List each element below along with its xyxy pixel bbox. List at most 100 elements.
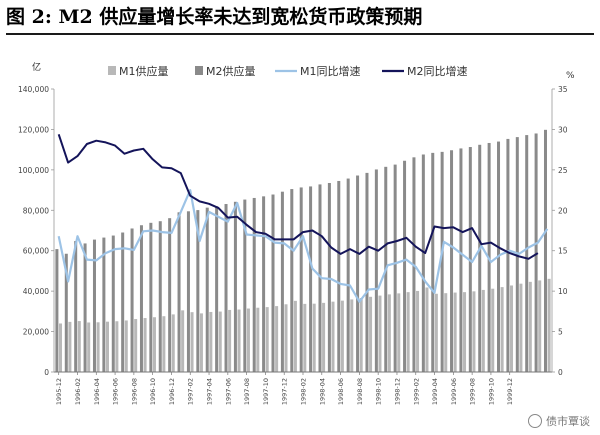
m1-bar xyxy=(237,309,241,372)
tick-labels-layer: 0 20,000 40,000 60,000 80,000 100,000 120,000 1… xyxy=(18,85,568,405)
x-tick-label: 1996-06 xyxy=(112,378,120,405)
x-tick-label: 1998-12 xyxy=(393,378,401,405)
m1-bar xyxy=(218,311,222,372)
right-tick-label: 35 xyxy=(558,85,568,94)
left-tick-label: 100,000 xyxy=(18,166,49,175)
m1-bar xyxy=(265,307,269,372)
left-tick-label: 0 xyxy=(44,368,49,377)
m1-bar xyxy=(425,287,429,372)
x-tick-label: 1995-12 xyxy=(55,378,63,405)
legend-swatch xyxy=(108,66,116,75)
x-tick-label: 1999-04 xyxy=(431,378,439,405)
m1-bar xyxy=(190,312,194,372)
x-tick-label: 1997-04 xyxy=(206,378,214,405)
legend-label: M2同比增速 xyxy=(407,64,468,78)
m1-bar xyxy=(387,294,391,372)
m2-bar xyxy=(168,218,172,372)
right-tick-label: 15 xyxy=(558,247,568,256)
x-tick-label: 1999-10 xyxy=(487,378,495,405)
m1-bar xyxy=(284,304,288,372)
x-tick-label: 1996-02 xyxy=(74,378,82,405)
m1-bar xyxy=(359,298,363,372)
m2-bar xyxy=(139,225,143,372)
m2-bar xyxy=(299,187,303,372)
m1-bar xyxy=(293,300,297,372)
m2-bar xyxy=(121,232,125,372)
x-tick-label: 1998-10 xyxy=(375,378,383,405)
m2-growth-line xyxy=(57,133,539,260)
m2-bar xyxy=(243,199,247,372)
x-tick-label: 1996-10 xyxy=(149,378,157,405)
m1-bar xyxy=(528,281,532,372)
m1-bar xyxy=(77,321,81,372)
m2-bar xyxy=(215,206,219,372)
m1-bar xyxy=(275,306,279,372)
m2-bar xyxy=(92,239,96,372)
m1-growth-line xyxy=(57,189,549,303)
right-tick-label: 0 xyxy=(558,368,563,377)
m1-bar xyxy=(350,299,354,372)
m2-bar xyxy=(205,207,209,372)
m1-bar xyxy=(87,322,91,372)
m1-bar xyxy=(378,295,382,372)
m2-bar xyxy=(327,182,331,372)
x-tick-label: 1998-08 xyxy=(356,378,364,405)
x-tick-label: 1996-12 xyxy=(168,378,176,405)
m2-bar xyxy=(158,221,162,372)
m2-bar xyxy=(130,228,134,372)
m2-bar xyxy=(177,212,181,372)
x-tick-label: 1997-10 xyxy=(262,378,270,405)
m1-bar xyxy=(547,278,551,372)
m1-bar xyxy=(472,291,476,372)
lines-layer xyxy=(57,133,549,303)
m2-bar xyxy=(346,178,350,372)
m1-bar xyxy=(143,318,147,372)
m2-bar xyxy=(478,144,482,372)
m2-bar xyxy=(149,222,153,372)
m1-bar xyxy=(369,296,373,372)
m1-bar xyxy=(416,290,420,372)
m2-bar xyxy=(196,210,200,372)
m1-bar xyxy=(68,321,72,372)
m1-bar xyxy=(463,292,467,372)
x-tick-label: 1998-06 xyxy=(337,378,345,405)
m2-bar xyxy=(374,169,378,372)
m1-bar xyxy=(152,317,156,372)
m2-bar xyxy=(421,154,425,372)
m2-bar xyxy=(450,150,454,372)
m2-bar xyxy=(431,152,435,372)
figure-title: 图 2: M2 供应量增长率未达到宽松货币政策预期 xyxy=(6,6,423,28)
m2-bar xyxy=(393,164,397,372)
title-divider xyxy=(6,33,594,35)
m2-bar xyxy=(515,137,519,372)
m2-bar xyxy=(506,138,510,372)
m1-bar xyxy=(519,283,523,372)
m2-bar xyxy=(318,184,322,372)
m1-bar xyxy=(491,288,495,372)
right-tick-label: 25 xyxy=(558,166,568,175)
bars-layer xyxy=(55,129,551,372)
legend-swatch xyxy=(195,66,203,75)
wechat-logo-icon xyxy=(528,414,542,428)
right-axis-unit: % xyxy=(566,71,575,81)
m1-bar xyxy=(105,321,109,372)
x-tick-label: 1996-04 xyxy=(93,378,101,405)
m2-bar xyxy=(271,194,275,372)
m2-bar xyxy=(403,160,407,372)
m1-bar xyxy=(246,308,250,372)
m1-bar xyxy=(453,292,457,372)
m1-bar xyxy=(228,309,232,372)
m1-bar xyxy=(481,289,485,372)
right-tick-label: 20 xyxy=(558,206,568,215)
m1-bar xyxy=(510,285,514,372)
m2-bar xyxy=(224,204,228,372)
m2-bar xyxy=(262,196,266,372)
watermark-text: 债市覃谈 xyxy=(546,415,590,428)
x-tick-label: 1999-08 xyxy=(469,378,477,405)
m2-bar xyxy=(102,237,106,372)
left-tick-label: 20,000 xyxy=(23,328,49,337)
x-tick-label: 1997-08 xyxy=(243,378,251,405)
m1-bar xyxy=(181,310,185,372)
x-tick-label: 1996-08 xyxy=(130,378,138,405)
